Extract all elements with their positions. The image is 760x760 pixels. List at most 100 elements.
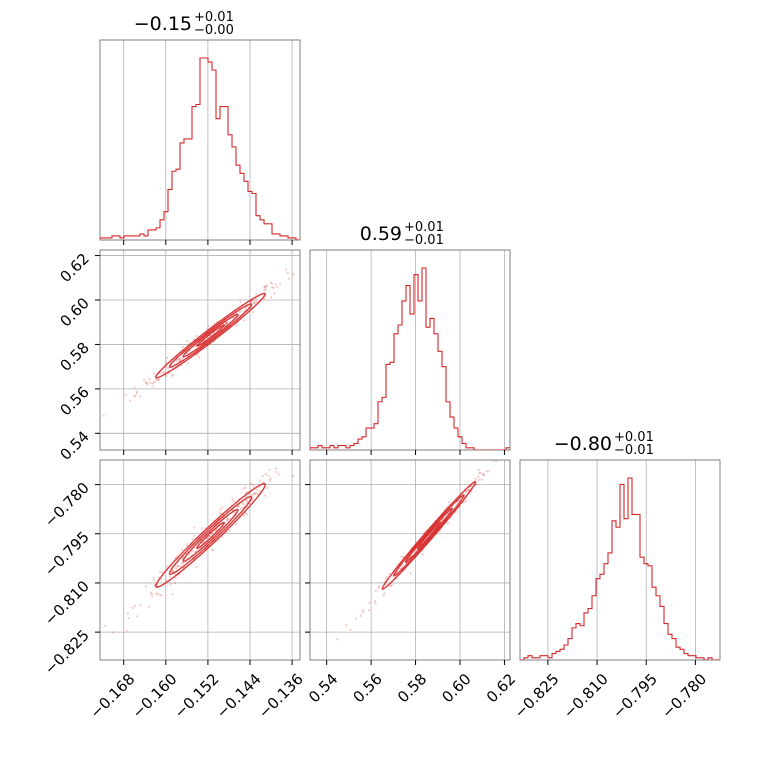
- sample-point: [263, 285, 267, 289]
- sample-point: [292, 273, 295, 276]
- sample-point: [361, 611, 365, 614]
- sample-point: [165, 578, 168, 582]
- sample-point: [174, 567, 178, 570]
- sample-point: [171, 593, 174, 596]
- sample-point: [139, 395, 142, 398]
- sample-point: [166, 565, 169, 568]
- sample-point: [170, 570, 173, 574]
- sample-point: [239, 300, 242, 303]
- y-tick-label: −0.810: [41, 577, 93, 629]
- sample-point: [464, 500, 468, 503]
- sample-point: [164, 360, 168, 364]
- sample-point: [158, 570, 162, 574]
- sample-point: [377, 585, 381, 588]
- sample-point: [185, 542, 188, 546]
- sample-point: [253, 302, 257, 305]
- x-tick-label: −0.795: [609, 670, 661, 722]
- contour-3: [155, 482, 266, 588]
- sample-point: [272, 286, 275, 290]
- sample-point: [270, 282, 274, 285]
- sample-point: [162, 370, 166, 374]
- sample-point: [177, 358, 180, 361]
- sample-point: [186, 361, 190, 365]
- sample-point: [152, 576, 155, 580]
- sample-point: [176, 564, 179, 568]
- sample-point: [168, 575, 171, 578]
- sample-point: [193, 526, 196, 529]
- sample-point: [244, 306, 248, 310]
- sample-point: [275, 470, 279, 474]
- sample-point: [225, 518, 229, 522]
- sample-point: [258, 489, 262, 493]
- sample-point: [252, 492, 256, 496]
- contour-1: [404, 507, 453, 564]
- sample-point: [134, 395, 137, 398]
- sample-point: [231, 497, 234, 500]
- sample-point: [477, 478, 480, 482]
- sample-point: [270, 286, 274, 289]
- sample-point: [135, 390, 139, 393]
- sample-point: [179, 357, 183, 360]
- sample-point: [446, 521, 450, 525]
- sample-point: [349, 628, 352, 632]
- sample-point: [354, 617, 358, 620]
- sample-point: [239, 507, 243, 511]
- sample-point: [152, 372, 155, 375]
- sample-point: [409, 572, 413, 575]
- contour-1: [182, 508, 239, 563]
- sample-point: [254, 491, 257, 495]
- contour-0: [416, 521, 442, 550]
- sample-point: [263, 494, 267, 497]
- panel-2-0: [95, 459, 301, 665]
- sample-point: [265, 284, 268, 288]
- sample-point: [255, 293, 258, 296]
- panel-0-0: −0.15 +0.01−0.00: [99, 10, 301, 245]
- sample-point: [151, 595, 154, 598]
- title-lower-error: −0.00: [194, 23, 234, 38]
- sample-point: [171, 374, 174, 378]
- param-title-1: 0.59 +0.01−0.01: [360, 220, 444, 248]
- sample-point: [255, 488, 258, 491]
- sample-point: [164, 374, 167, 378]
- sample-point: [149, 381, 152, 385]
- sample-point: [252, 485, 255, 488]
- contour-0: [196, 324, 225, 347]
- sample-point: [374, 590, 377, 593]
- sample-point: [492, 460, 495, 462]
- sample-point: [400, 564, 404, 568]
- x-tick-label: −0.152: [171, 670, 223, 722]
- sample-point: [400, 555, 403, 559]
- x-tick-label: −0.825: [511, 670, 563, 722]
- sample-point: [481, 472, 484, 476]
- sample-point: [111, 631, 114, 634]
- sample-point: [145, 381, 148, 385]
- sample-point: [220, 506, 224, 509]
- sample-point: [266, 486, 269, 490]
- sample-point: [195, 565, 198, 569]
- sample-point: [268, 468, 271, 471]
- sample-point: [102, 414, 105, 417]
- sample-point: [197, 355, 201, 359]
- sample-point: [228, 517, 232, 520]
- panel-frame: [519, 459, 721, 661]
- sample-point: [279, 282, 282, 285]
- sample-point: [480, 478, 483, 481]
- sample-point: [153, 380, 156, 384]
- sample-point: [467, 489, 470, 493]
- sample-point: [225, 531, 228, 535]
- sample-point: [161, 570, 164, 574]
- sample-point: [242, 319, 246, 322]
- sample-point: [269, 477, 272, 480]
- sample-point: [264, 284, 268, 288]
- sample-point: [228, 529, 232, 532]
- sample-point: [255, 300, 258, 304]
- sample-point: [252, 301, 256, 305]
- sample-point: [250, 499, 254, 502]
- sample-point: [475, 483, 479, 486]
- sample-point: [127, 617, 130, 620]
- sample-point: [277, 473, 281, 476]
- sample-point: [250, 482, 253, 486]
- sample-points: [102, 268, 295, 417]
- sample-point: [496, 452, 498, 454]
- sample-point: [274, 283, 278, 286]
